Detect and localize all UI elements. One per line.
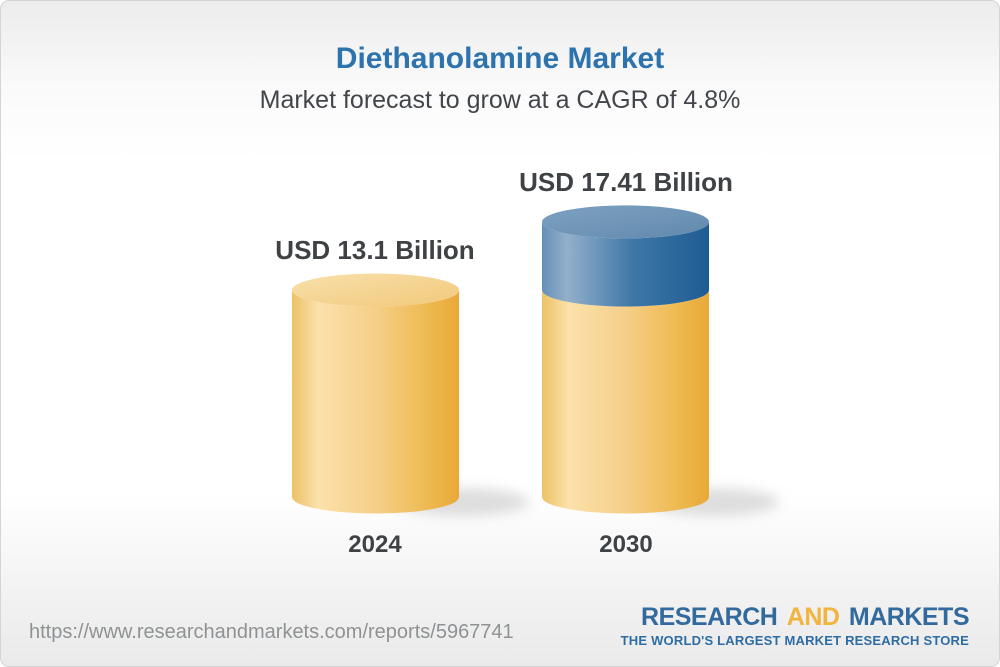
- logo-wordmark: RESEARCH AND MARKETS: [621, 604, 969, 631]
- cylinder-2030: [542, 205, 779, 516]
- gold-cylinder-top: [292, 273, 459, 307]
- logo-tagline: THE WORLD'S LARGEST MARKET RESEARCH STOR…: [620, 633, 969, 648]
- value-label-2024: USD 13.1 Billion: [275, 235, 475, 266]
- logo-word-markets: MARKETS: [848, 603, 970, 631]
- company-logo: RESEARCH AND MARKETS THE WORLD'S LARGEST…: [620, 604, 970, 649]
- category-label-2024: 2024: [348, 531, 402, 558]
- category-label-2030: 2030: [599, 531, 653, 558]
- report-url[interactable]: https://www.researchandmarkets.com/repor…: [29, 621, 514, 643]
- blue-growth-segment: [542, 221, 709, 307]
- blue-cylinder-top: [542, 205, 709, 239]
- logo-word-and: AND: [786, 603, 840, 631]
- cylinder-2024: [292, 273, 529, 516]
- page-title: Diethanolamine Market: [335, 42, 665, 75]
- chart-subtitle: Market forecast to grow at a CAGR of 4.8…: [259, 86, 741, 114]
- value-label-2030: USD 17.41 Billion: [519, 166, 733, 197]
- gold-base-segment: [542, 290, 709, 514]
- gold-cylinder-body: [292, 290, 460, 514]
- logo-word-research: RESEARCH: [641, 603, 778, 631]
